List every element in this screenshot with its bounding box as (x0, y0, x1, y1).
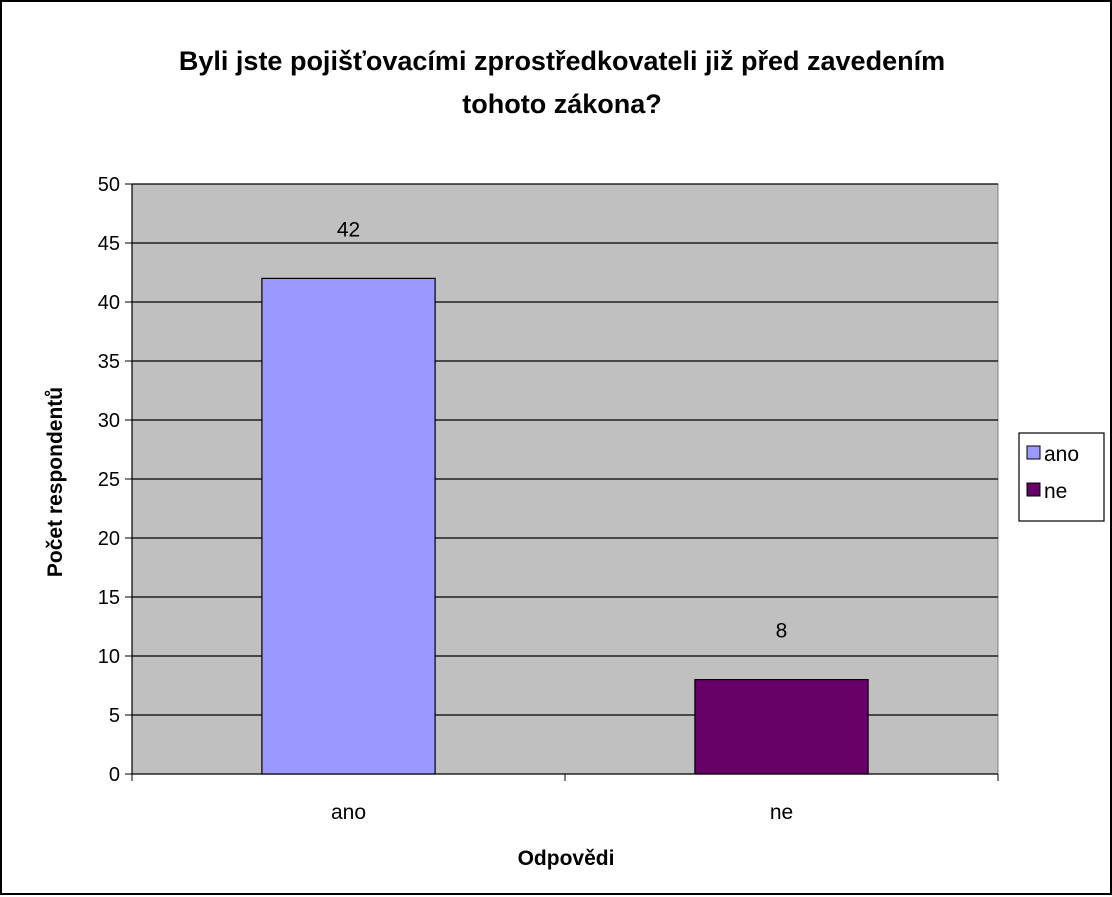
y-tick-label: 10 (98, 646, 120, 668)
chart-title: Byli jste pojišťovacími zprostředkovatel… (62, 40, 1062, 126)
legend: ano ne (1018, 432, 1105, 522)
y-axis-label: Počet respondentů (44, 387, 67, 577)
data-label-ano: 42 (337, 218, 360, 241)
y-tick-label: 35 (98, 351, 120, 373)
y-tick-label: 5 (109, 705, 120, 727)
x-tick-label-ne: ne (770, 801, 793, 824)
y-tick-label: 25 (98, 469, 120, 491)
bar-ne (694, 678, 869, 775)
legend-label-ano: ano (1044, 443, 1079, 466)
y-tick-label: 30 (98, 410, 120, 432)
x-axis-label: Odpovědi (518, 847, 615, 870)
y-tick-label: 40 (98, 292, 120, 314)
chart-title-line-2: tohoto zákona? (462, 89, 662, 119)
legend-swatch-ano (1026, 445, 1041, 460)
y-tick-label: 20 (98, 528, 120, 550)
chart-title-line-1: Byli jste pojišťovacími zprostředkovatel… (178, 46, 946, 76)
data-label-ne: 8 (776, 620, 788, 643)
y-tick-label: 15 (98, 587, 120, 609)
bar-ano (261, 277, 436, 775)
y-tick-label: 45 (98, 233, 120, 255)
y-tick-label: 0 (109, 764, 120, 786)
legend-swatch-ne (1026, 482, 1041, 497)
y-tick-label: 50 (98, 174, 120, 196)
x-tick-label-ano: ano (331, 801, 366, 824)
legend-label-ne: ne (1044, 480, 1067, 503)
